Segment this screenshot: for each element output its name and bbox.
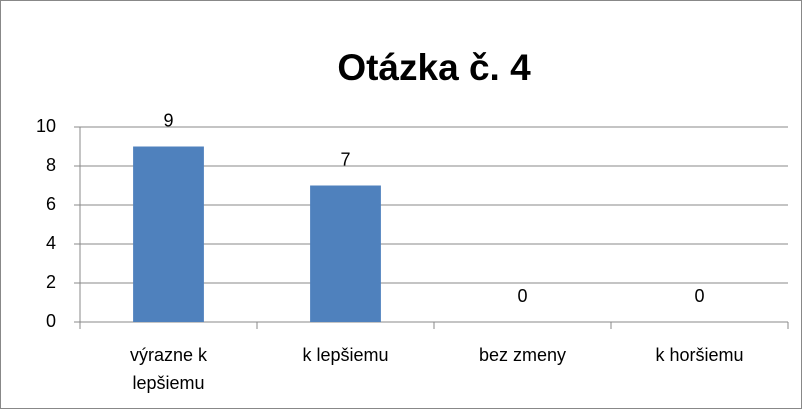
y-tick-label: 0 bbox=[46, 311, 56, 331]
data-label: 7 bbox=[340, 149, 350, 169]
y-tick-label: 2 bbox=[46, 272, 56, 292]
x-tick-label: k lepšiemu bbox=[302, 345, 389, 365]
x-tick-label: bez zmeny bbox=[478, 345, 567, 365]
chart-title: Otázka č. 4 bbox=[337, 47, 531, 88]
y-tick-label: 6 bbox=[46, 194, 56, 214]
y-tick-label: 4 bbox=[46, 233, 56, 253]
data-label: 0 bbox=[694, 286, 704, 306]
y-tick-label: 10 bbox=[36, 116, 56, 136]
x-tick-label: k horšiemu bbox=[655, 345, 744, 365]
x-tick-label: výrazne k lepšiemu bbox=[129, 345, 208, 393]
data-label: 0 bbox=[517, 286, 527, 306]
data-label: 9 bbox=[163, 110, 173, 130]
bar bbox=[310, 185, 381, 322]
y-tick-label: 8 bbox=[46, 155, 56, 175]
bar bbox=[133, 146, 204, 322]
